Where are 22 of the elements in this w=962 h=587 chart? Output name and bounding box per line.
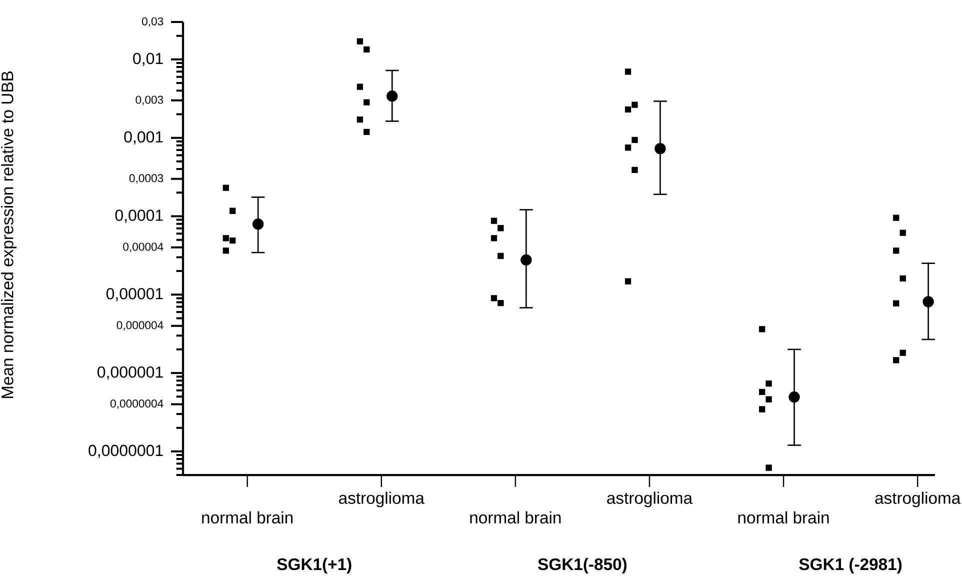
text: SGK1(+1): [277, 558, 352, 574]
y-tick-label: 0,001: [124, 131, 163, 144]
x-tick-label: normal brain: [738, 511, 829, 524]
y-tick-label: 0,003: [136, 96, 164, 106]
y-axis-title: Mean normalized expression relative to UBB: [1, 71, 17, 398]
text: SGK1(-850): [538, 558, 627, 574]
x-tick-label: astroglioma: [875, 492, 961, 508]
x-tick-label: astroglioma: [339, 492, 424, 508]
y-tick-label: 0,0001: [115, 210, 163, 223]
y-tick-label: 0,0000001: [88, 444, 163, 458]
y-tick-label: 0,01: [133, 52, 163, 66]
y-tick-label: 0,03: [142, 17, 164, 27]
y-tick-label: 0,000004: [116, 321, 164, 330]
x-tick-label: astroglioma: [607, 492, 693, 508]
y-tick-label: 0,00004: [123, 242, 164, 252]
y-tick-label: 0,0000004: [110, 400, 164, 409]
y-tick-label: 0,0003: [129, 174, 164, 184]
y-tick-label: 0,00001: [106, 288, 163, 302]
text: SGK1 (-2981): [799, 558, 902, 574]
x-tick-label: normal brain: [202, 511, 293, 524]
x-tick-label: normal brain: [470, 511, 561, 524]
y-tick-label: 0,000001: [98, 366, 163, 380]
